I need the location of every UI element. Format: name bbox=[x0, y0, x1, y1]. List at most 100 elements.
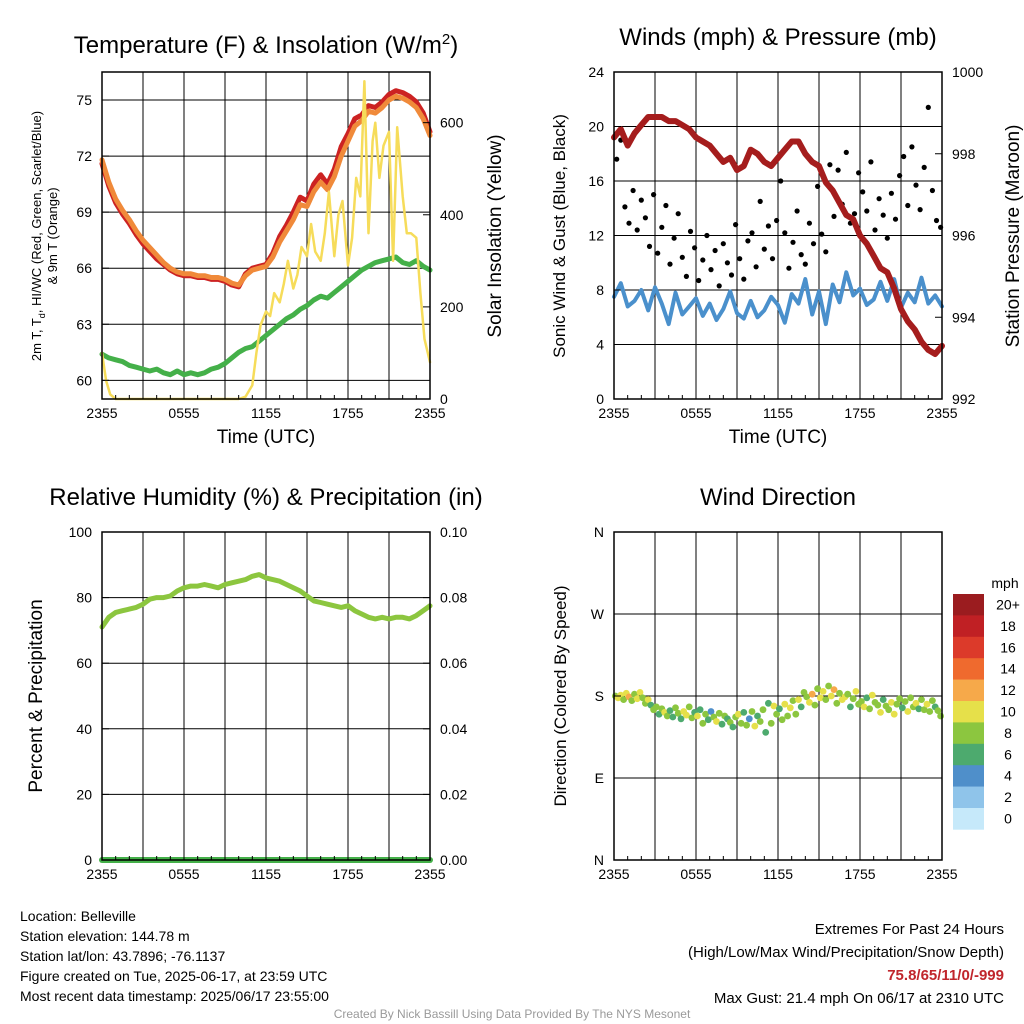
y-tick-label-right: 200 bbox=[440, 299, 464, 315]
humidity-panel: 0 20 40 60 80 100 0.00 0.02 0.04 0.06 0.08 0.10 2355… bbox=[26, 484, 483, 882]
y-tick-label-right: 0.00 bbox=[440, 852, 467, 868]
gust-point bbox=[708, 267, 714, 273]
gust-point bbox=[929, 187, 936, 194]
x-axis-label: Time (UTC) bbox=[217, 427, 316, 448]
y-tick-label-left: W bbox=[591, 606, 605, 622]
gust-point bbox=[765, 223, 772, 229]
direction-point bbox=[890, 710, 898, 718]
y-axis-label-left: Direction (Colored By Speed) bbox=[551, 585, 570, 806]
gust-point bbox=[815, 183, 821, 189]
direction-point bbox=[770, 702, 778, 710]
direction-point bbox=[814, 685, 821, 693]
gust-point bbox=[888, 190, 895, 196]
direction-point bbox=[918, 696, 925, 703]
direction-point bbox=[636, 689, 644, 696]
y-axis-label-left-text: Percent & Precipitation bbox=[26, 599, 47, 792]
chart-title: Temperature (F) & Insolation (W/m2) bbox=[74, 31, 458, 59]
gust-point bbox=[712, 247, 718, 254]
direction-point bbox=[885, 706, 893, 714]
x-tick-label: 0555 bbox=[168, 866, 199, 882]
direction-point bbox=[797, 703, 805, 711]
legend-label: 18 bbox=[1000, 618, 1016, 634]
gust-point bbox=[716, 283, 722, 289]
direction-point bbox=[713, 718, 720, 725]
gust-point bbox=[856, 170, 862, 176]
direction-point bbox=[745, 715, 753, 723]
x-tick-label: 1155 bbox=[251, 405, 281, 421]
legend-label: 4 bbox=[1004, 768, 1012, 784]
y-tick-label-left: 100 bbox=[69, 524, 93, 540]
direction-point bbox=[912, 699, 920, 707]
y-tick-label-left: 63 bbox=[76, 316, 92, 332]
direction-point bbox=[877, 709, 884, 716]
y-axis-label-left-text: Sonic Wind & Gust (Blue, Black) bbox=[550, 114, 569, 358]
direction-point bbox=[669, 713, 677, 721]
direction-point bbox=[644, 696, 652, 703]
y-axis-label-left: Sonic Wind & Gust (Blue, Black) bbox=[550, 114, 569, 358]
y-label-part: 2m T, T bbox=[29, 318, 44, 361]
legend-label: 14 bbox=[1000, 661, 1016, 677]
direction-point bbox=[765, 699, 772, 707]
direction-point bbox=[833, 699, 841, 707]
gust-point bbox=[806, 220, 813, 226]
y-tick-label-right: 0.04 bbox=[440, 721, 467, 737]
legend-label: 8 bbox=[1004, 725, 1012, 741]
gust-point bbox=[659, 224, 665, 230]
y-tick-label-right: 0 bbox=[440, 391, 448, 407]
chart-title: Relative Humidity (%) & Precipitation (i… bbox=[49, 484, 482, 511]
gust-point bbox=[720, 241, 726, 247]
legend-swatch bbox=[953, 658, 984, 680]
direction-point bbox=[858, 698, 865, 705]
direction-point bbox=[899, 704, 906, 712]
direction-point bbox=[795, 696, 802, 703]
gust-point bbox=[745, 238, 751, 244]
direction-point bbox=[786, 704, 794, 712]
legend-label: 16 bbox=[1000, 639, 1016, 655]
direction-point bbox=[704, 716, 712, 724]
direction-point bbox=[811, 701, 819, 709]
gust-point bbox=[819, 231, 825, 237]
x-axis-label: Time (UTC) bbox=[729, 427, 828, 448]
x-tick-label: 2355 bbox=[598, 866, 629, 882]
gust-point bbox=[696, 277, 702, 284]
gust-point bbox=[704, 232, 710, 239]
direction-point bbox=[907, 694, 914, 702]
direction-point bbox=[825, 682, 832, 690]
gust-point bbox=[724, 260, 731, 266]
x-tick-label: 2355 bbox=[926, 405, 957, 421]
temperature-panel: 60 63 66 69 72 75 0 200 400 600 2355 0555 1155 1755 23… bbox=[29, 31, 506, 448]
direction-point bbox=[926, 708, 934, 715]
gust-point bbox=[831, 213, 837, 219]
x-tick-label: 2355 bbox=[414, 866, 445, 882]
series-td bbox=[99, 254, 433, 378]
station-info: Location: Belleville Station elevation: … bbox=[20, 906, 329, 1006]
gust-point bbox=[622, 204, 628, 210]
location-text: Location: Belleville bbox=[20, 908, 136, 924]
gust-point bbox=[798, 252, 804, 258]
y-tick-label-left: 4 bbox=[596, 337, 604, 353]
y-tick-label-left: 75 bbox=[76, 92, 92, 108]
gust-point bbox=[749, 230, 755, 236]
direction-point bbox=[866, 705, 873, 713]
legend-swatch bbox=[953, 594, 984, 616]
gust-point bbox=[933, 217, 940, 224]
y-axis-label-left: 2m T, Td, HI/WC (Red, Green, Scarlet/Blu… bbox=[29, 111, 60, 361]
y-tick-label-left: 0 bbox=[84, 852, 92, 868]
series-relative-humidity bbox=[99, 572, 433, 630]
direction-point bbox=[653, 703, 660, 711]
direction-point bbox=[762, 729, 770, 736]
legend-swatch bbox=[953, 808, 984, 830]
gust-point bbox=[741, 276, 747, 282]
direction-point bbox=[915, 705, 923, 713]
direction-point bbox=[756, 718, 764, 725]
direction-point bbox=[888, 699, 895, 706]
y-tick-label-right: 994 bbox=[952, 309, 976, 325]
y-tick-label-left: S bbox=[595, 688, 604, 704]
y-tick-label-left: 40 bbox=[76, 721, 92, 737]
x-tick-label: 2355 bbox=[86, 405, 117, 421]
gust-point bbox=[802, 261, 808, 267]
gust-points bbox=[614, 104, 944, 289]
direction-point bbox=[819, 688, 827, 695]
direction-point bbox=[767, 719, 775, 727]
direction-point bbox=[759, 706, 767, 714]
